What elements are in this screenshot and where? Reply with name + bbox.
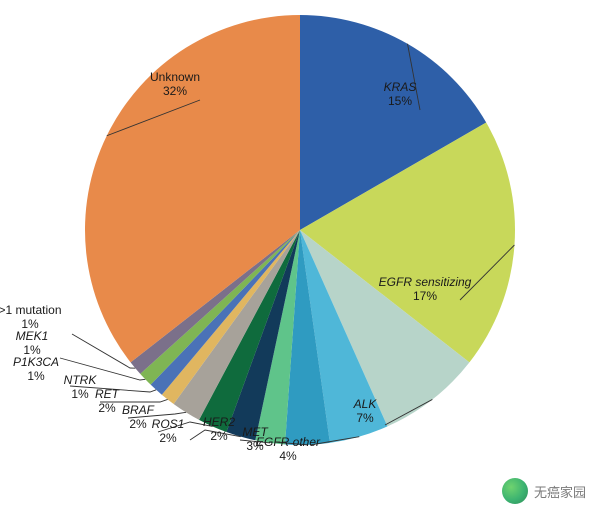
watermark-text: 无癌家园 [534, 482, 586, 501]
pie-svg [0, 0, 596, 510]
pie-chart: KRAS15%EGFR sensitizing17%ALK7%EGFR othe… [0, 0, 596, 510]
leader-pik3ca [70, 386, 156, 392]
leader-ntrk [100, 399, 168, 402]
watermark: 无癌家园 [502, 478, 586, 504]
wechat-icon [502, 478, 528, 504]
leader-ret [128, 412, 186, 418]
